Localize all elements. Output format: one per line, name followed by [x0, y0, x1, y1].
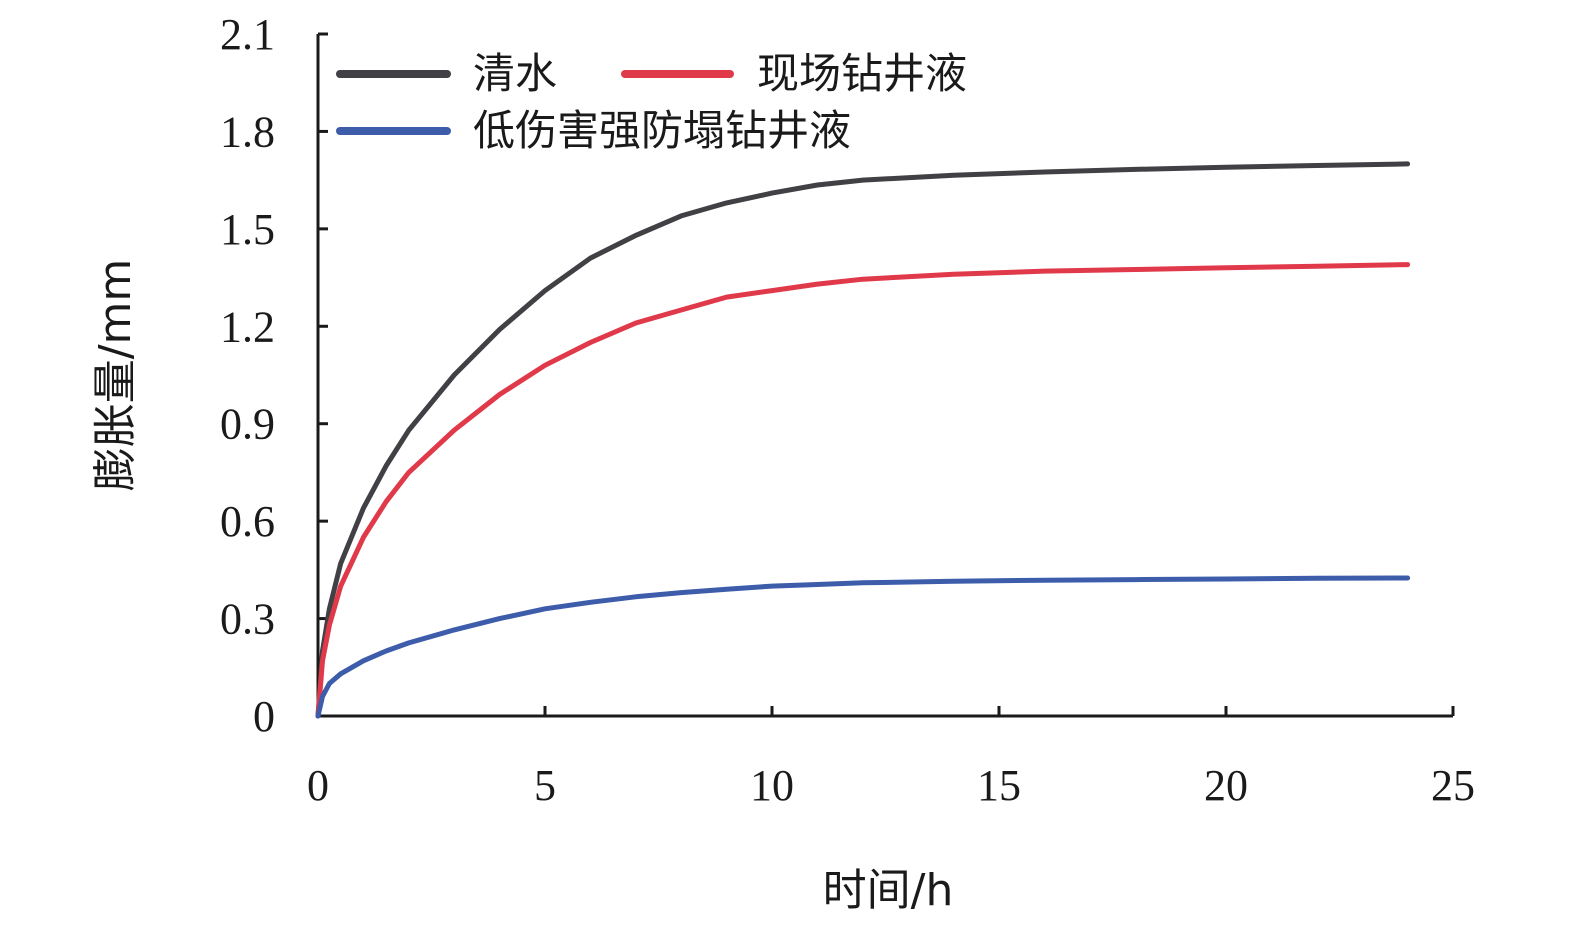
y-tick-label: 1.2 — [220, 302, 275, 351]
legend-label-1: 现场钻井液 — [757, 49, 967, 98]
x-tick-label: 0 — [307, 761, 329, 810]
y-tick-label: 1.8 — [220, 107, 275, 156]
series-line-2 — [315, 575, 1411, 719]
series-line-0 — [315, 161, 1411, 719]
series-line-1 — [315, 262, 1411, 719]
legend-label-2: 低伤害强防塌钻井液 — [473, 106, 851, 155]
y-tick-label: 0.6 — [220, 497, 275, 546]
x-axis-title: 时间/h — [823, 865, 954, 916]
axes — [316, 32, 1455, 718]
x-tick-label: 15 — [977, 761, 1021, 810]
x-tick-label: 10 — [750, 761, 794, 810]
y-tick-label: 0.9 — [220, 400, 275, 449]
y-tick-label: 0 — [253, 692, 275, 741]
y-tick-label: 1.5 — [220, 205, 275, 254]
y-axis-title: 膨胀量/mm — [90, 259, 141, 492]
tick-labels: 0 5 10 15 20 25 0 0.3 0.6 0.9 1.2 1.5 1.8 2.1 — [220, 10, 1475, 810]
legend-label-0: 清水 — [473, 49, 557, 98]
y-tick-label: 0.3 — [220, 595, 275, 644]
x-tick-label: 5 — [534, 761, 556, 810]
x-tick-label: 25 — [1431, 761, 1475, 810]
x-tick-label: 20 — [1204, 761, 1248, 810]
series-layer — [315, 161, 1411, 719]
y-tick-label: 2.1 — [220, 10, 275, 59]
